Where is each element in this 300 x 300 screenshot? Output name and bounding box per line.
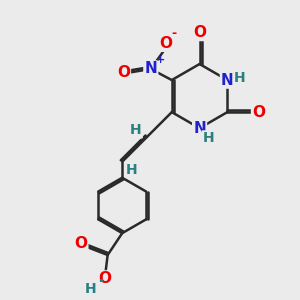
Text: O: O bbox=[117, 65, 130, 80]
Text: O: O bbox=[74, 236, 87, 251]
Text: O: O bbox=[252, 105, 265, 120]
Text: O: O bbox=[159, 36, 172, 51]
Text: H: H bbox=[84, 282, 96, 296]
Text: N: N bbox=[221, 73, 234, 88]
Text: +: + bbox=[156, 55, 166, 64]
Text: H: H bbox=[130, 124, 142, 137]
Text: H: H bbox=[126, 163, 137, 177]
Text: N: N bbox=[193, 121, 206, 136]
Text: N: N bbox=[144, 61, 157, 76]
Text: -: - bbox=[172, 28, 177, 40]
Text: ·: · bbox=[98, 273, 104, 291]
Text: O: O bbox=[193, 25, 206, 40]
Text: H: H bbox=[234, 71, 245, 85]
Text: O: O bbox=[98, 272, 111, 286]
Text: H: H bbox=[202, 131, 214, 146]
